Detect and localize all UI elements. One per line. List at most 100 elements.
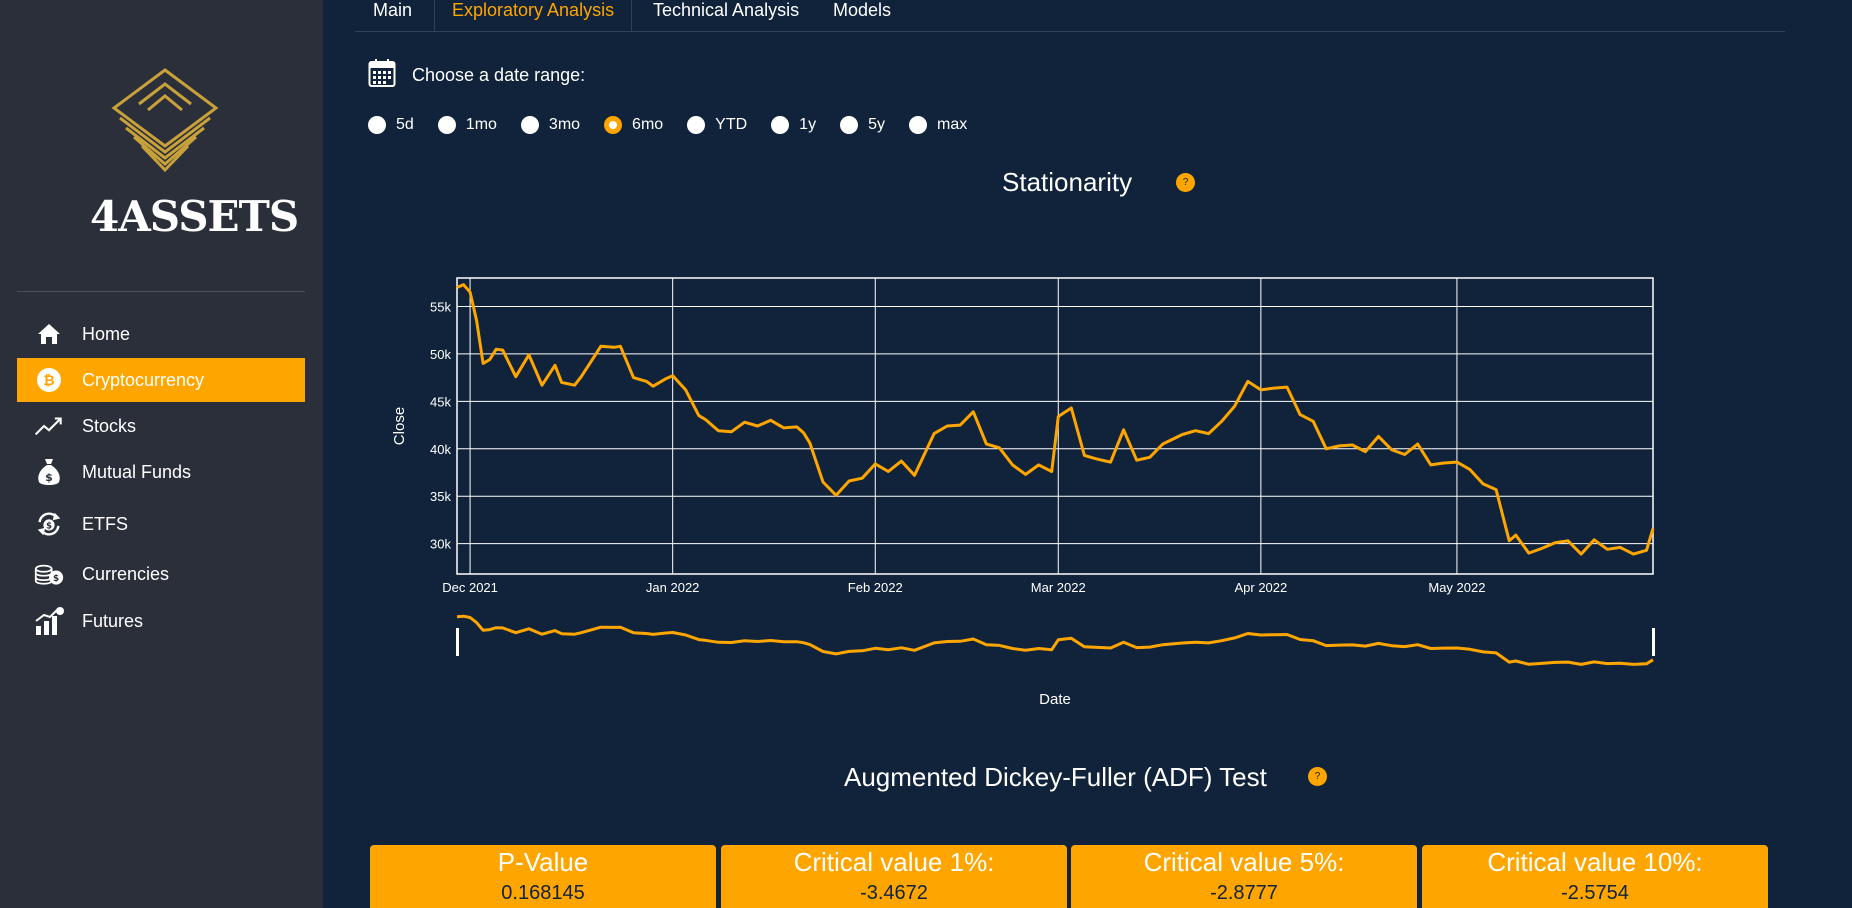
radio-5y[interactable]: 5y <box>840 116 885 134</box>
radio-label: YTD <box>715 116 748 133</box>
tab-technical-analysis[interactable]: Technical Analysis <box>653 0 800 20</box>
svg-text:₿: ₿ <box>43 373 54 389</box>
svg-text:$: $ <box>45 471 53 484</box>
adf-title: Augmented Dickey-Fuller (ADF) Test <box>844 762 1267 792</box>
y-tick-labels: 30k 35k 40k 45k 50k 55k <box>430 299 451 551</box>
date-range-header: Choose a date range: <box>368 58 585 93</box>
adf-help-icon[interactable]: ? <box>1308 767 1327 786</box>
radio-1y[interactable]: 1y <box>771 116 816 134</box>
radio-5d[interactable]: 5d <box>368 116 414 134</box>
radio-label: 1y <box>799 116 817 133</box>
adf-card-value: -3.4672 <box>860 882 928 904</box>
y-axis-label: Close <box>391 407 408 445</box>
logo-diamond-icon <box>111 68 219 173</box>
sidebar-item-stocks[interactable]: Stocks <box>17 404 305 448</box>
y-tick-label: 30k <box>430 537 451 552</box>
adf-card-label: Critical value 1%: <box>793 847 995 877</box>
exchange-icon: $ <box>34 509 64 539</box>
sidebar-item-label: ETFS <box>82 513 129 534</box>
sidebar-item-label: Home <box>82 323 131 344</box>
y-tick-label: 35k <box>430 489 451 504</box>
stationarity-chart[interactable]: 30k 35k 40k 45k 50k 55k Dec 2021 Jan 2022 Feb 2… <box>380 270 1680 720</box>
radio-label: 3mo <box>548 116 581 133</box>
adf-card-value: -2.8777 <box>1210 882 1278 904</box>
sidebar-item-home[interactable]: Home <box>17 312 305 356</box>
tab-bar: Main Exploratory Analysis Technical Anal… <box>355 0 1785 32</box>
sidebar-item-etfs[interactable]: $ ETFS <box>17 502 305 546</box>
x-axis-label: Date <box>1039 691 1071 708</box>
home-icon <box>34 319 64 349</box>
adf-card-value: 0.168145 <box>501 882 585 904</box>
adf-card-label: Critical value 5%: <box>1143 847 1345 877</box>
sidebar-item-cryptocurrency[interactable]: ₿ Cryptocurrency <box>17 358 305 402</box>
coins-icon: $ <box>34 559 64 589</box>
sidebar-item-label: Futures <box>82 610 144 631</box>
sidebar-item-label: Currencies <box>82 563 170 584</box>
radio-6mo[interactable]: 6mo <box>604 116 663 134</box>
date-range-radio-group: 5d 1mo 3mo 6mo YTD 1y 5y max <box>368 116 991 134</box>
calendar-icon <box>368 58 396 93</box>
adf-card-label: P-Value <box>497 847 589 877</box>
radio-max[interactable]: max <box>908 116 968 134</box>
money-bag-icon: $ <box>34 457 64 487</box>
radio-button[interactable] <box>771 116 790 134</box>
adf-critical-5-card: Critical value 5%: -2.8777 <box>1071 845 1417 908</box>
y-tick-label: 55k <box>430 299 451 314</box>
x-tick-label: Mar 2022 <box>1031 580 1086 595</box>
x-tick-label: Dec 2021 <box>442 580 498 595</box>
stationarity-help-icon[interactable]: ? <box>1176 173 1195 192</box>
brand-name: 4ASSETS <box>90 192 299 241</box>
plot-frame <box>456 277 1654 575</box>
tab-main[interactable]: Main <box>373 0 413 20</box>
date-range-label: Choose a date range: <box>412 65 586 85</box>
radio-button[interactable] <box>437 116 456 134</box>
radio-label: 5d <box>396 116 414 133</box>
sidebar-item-currencies[interactable]: $ Currencies <box>17 552 305 596</box>
x-tick-label: Feb 2022 <box>848 580 903 595</box>
x-tick-label: May 2022 <box>1428 580 1485 595</box>
range-slider[interactable] <box>456 614 1655 666</box>
adf-card-value: -2.5754 <box>1561 882 1629 904</box>
radio-label: max <box>936 116 968 133</box>
tab-exploratory-analysis[interactable]: Exploratory Analysis <box>434 0 633 32</box>
radio-1mo[interactable]: 1mo <box>437 116 497 134</box>
sidebar: 4ASSETS Home ₿ Cryptocurrency Stocks $ M… <box>0 0 323 908</box>
range-slider-left-handle[interactable] <box>456 628 459 656</box>
radio-button[interactable] <box>368 116 386 134</box>
x-tick-labels: Dec 2021 Jan 2022 Feb 2022 Mar 2022 Apr 2022… <box>442 580 1485 595</box>
y-tick-label: 45k <box>430 394 451 409</box>
radio-label: 1mo <box>465 116 497 133</box>
sidebar-item-futures[interactable]: Futures <box>17 599 305 643</box>
sidebar-item-label: Stocks <box>82 415 137 436</box>
sidebar-divider <box>17 291 305 292</box>
x-tick-label: Jan 2022 <box>646 580 700 595</box>
svg-text:$: $ <box>46 521 52 531</box>
radio-button[interactable] <box>840 116 859 134</box>
tab-models[interactable]: Models <box>833 0 892 20</box>
adf-card-label: Critical value 10%: <box>1487 847 1703 877</box>
radio-button[interactable] <box>687 116 706 134</box>
radio-button-selected[interactable] <box>604 116 623 134</box>
adf-critical-10-card: Critical value 10%: -2.5754 <box>1422 845 1768 908</box>
radio-button[interactable] <box>908 116 927 134</box>
svg-text:$: $ <box>53 574 59 584</box>
trending-up-icon <box>34 411 64 441</box>
range-slider-line <box>456 614 1654 666</box>
adf-p-value-card: P-Value 0.168145 <box>370 845 716 908</box>
range-slider-right-handle[interactable] <box>1652 628 1655 656</box>
radio-label: 5y <box>868 116 885 133</box>
chart-bars-icon <box>34 606 64 636</box>
brand-logo[interactable]: 4ASSETS <box>90 66 299 251</box>
x-tick-label: Apr 2022 <box>1234 580 1287 595</box>
y-tick-label: 50k <box>430 347 451 362</box>
close-price-line <box>456 283 1655 556</box>
y-tick-label: 40k <box>430 442 451 457</box>
radio-button[interactable] <box>520 116 539 134</box>
radio-3mo[interactable]: 3mo <box>520 116 581 134</box>
radio-ytd[interactable]: YTD <box>687 116 747 134</box>
sidebar-item-label: Mutual Funds <box>82 461 192 482</box>
bitcoin-icon: ₿ <box>34 365 64 395</box>
radio-label: 6mo <box>632 116 664 133</box>
sidebar-item-mutual-funds[interactable]: $ Mutual Funds <box>17 450 305 494</box>
sidebar-item-label: Cryptocurrency <box>82 369 205 390</box>
